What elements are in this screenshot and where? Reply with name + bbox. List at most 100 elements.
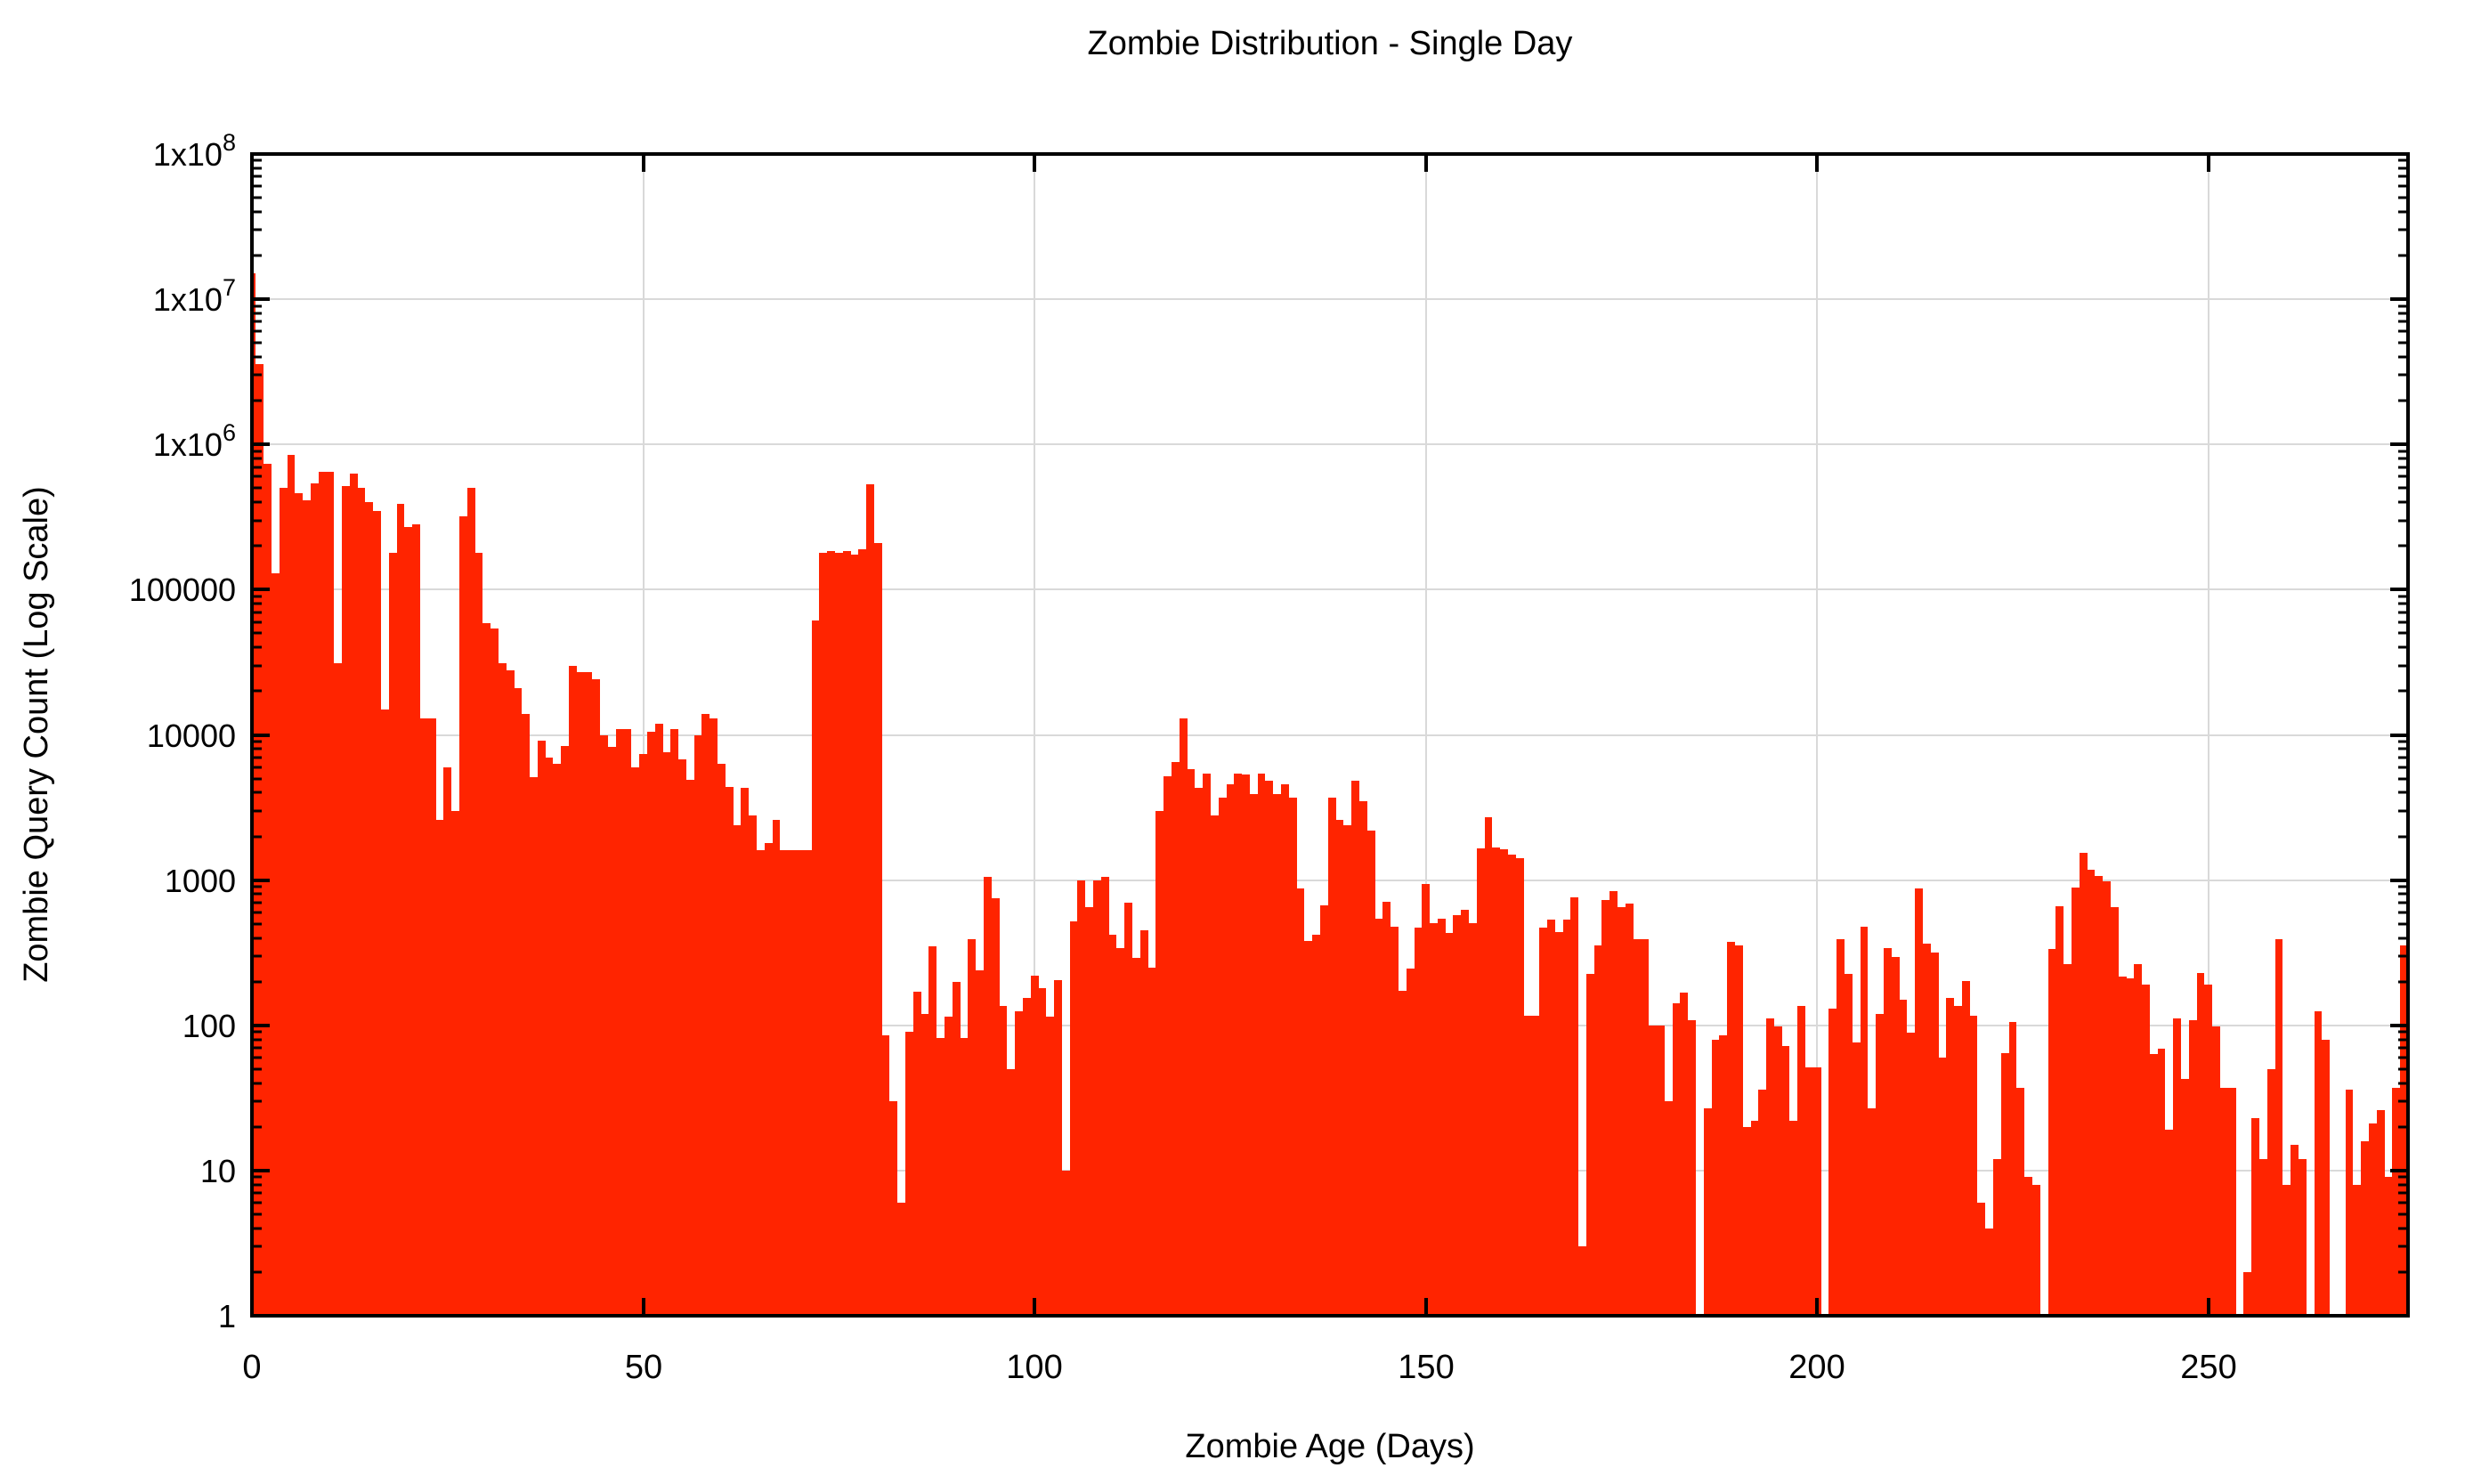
bar xyxy=(2088,870,2095,1316)
bar xyxy=(1250,794,1258,1316)
bar xyxy=(1258,774,1265,1316)
bar xyxy=(1304,941,1312,1316)
bar xyxy=(765,843,773,1316)
bar xyxy=(2315,1011,2322,1316)
bar xyxy=(1453,915,1461,1316)
bar xyxy=(1140,930,1148,1316)
bar xyxy=(788,850,796,1316)
bar xyxy=(1054,980,1062,1316)
bar xyxy=(280,488,288,1316)
bar xyxy=(639,754,647,1316)
y-tick-label: 1x106 xyxy=(153,419,236,463)
bar xyxy=(2369,1123,2377,1316)
bar xyxy=(2127,978,2134,1316)
bar xyxy=(1609,891,1618,1316)
axes xyxy=(250,152,2410,1318)
bar xyxy=(530,777,538,1316)
bar xyxy=(2181,1079,2189,1316)
bar xyxy=(2377,1110,2385,1316)
bar xyxy=(1109,935,1116,1316)
bar xyxy=(350,474,358,1316)
bar xyxy=(2095,876,2103,1316)
bar xyxy=(2080,853,2088,1316)
x-tick-label: 50 xyxy=(625,1349,662,1386)
bar xyxy=(686,780,694,1316)
bar xyxy=(1195,788,1203,1316)
bar xyxy=(2111,907,2119,1316)
bar xyxy=(1367,831,1375,1316)
bar xyxy=(1375,919,1382,1316)
bar xyxy=(592,679,600,1316)
bar xyxy=(749,815,757,1316)
bar xyxy=(1601,900,1609,1316)
bar xyxy=(2032,1185,2040,1316)
bar xyxy=(1923,944,1931,1316)
bar xyxy=(585,672,592,1316)
bar xyxy=(491,628,499,1316)
y-tick-label: 1000 xyxy=(165,863,236,899)
bar xyxy=(1539,928,1547,1316)
bar xyxy=(1265,781,1273,1316)
bar xyxy=(303,500,311,1316)
bar xyxy=(1124,903,1132,1316)
bar xyxy=(2016,1088,2024,1316)
bar xyxy=(1320,905,1328,1316)
bar xyxy=(365,502,373,1316)
bar xyxy=(1618,907,1626,1316)
bar xyxy=(858,549,866,1316)
bar xyxy=(1774,1026,1782,1316)
bar xyxy=(428,718,436,1316)
bar xyxy=(734,825,741,1316)
bar xyxy=(2001,1053,2009,1316)
bar xyxy=(1469,923,1477,1316)
bar xyxy=(2055,906,2064,1316)
bar xyxy=(1211,815,1219,1316)
bar xyxy=(1446,933,1453,1316)
bar xyxy=(420,718,428,1316)
bar xyxy=(647,732,655,1316)
bar xyxy=(701,714,709,1316)
bar xyxy=(1015,1011,1023,1316)
bar xyxy=(2134,964,2142,1316)
bar xyxy=(264,464,272,1316)
bar xyxy=(295,493,303,1316)
bar xyxy=(436,820,443,1316)
bar xyxy=(577,672,585,1316)
bar xyxy=(2243,1272,2251,1316)
bar xyxy=(2064,964,2072,1316)
bar xyxy=(600,735,608,1317)
bar xyxy=(389,553,397,1316)
bar xyxy=(1343,825,1351,1316)
bar xyxy=(255,364,264,1316)
bar xyxy=(773,820,780,1316)
bar xyxy=(1203,774,1211,1316)
bar xyxy=(1227,784,1234,1316)
bar xyxy=(1148,968,1155,1316)
bar xyxy=(1931,953,1939,1316)
bar xyxy=(2353,1185,2361,1316)
bar xyxy=(1085,907,1093,1316)
bar xyxy=(515,688,522,1316)
bar xyxy=(1727,942,1735,1316)
bar xyxy=(968,939,976,1316)
bar xyxy=(1180,718,1188,1316)
bar xyxy=(1828,1009,1837,1316)
x-tick-label: 100 xyxy=(1006,1349,1062,1386)
bar xyxy=(546,758,553,1316)
bar xyxy=(1970,1016,1977,1316)
y-tick-label: 1x107 xyxy=(153,274,236,318)
bar xyxy=(1461,910,1469,1316)
bar xyxy=(2228,1088,2236,1316)
bar xyxy=(272,573,280,1316)
bar xyxy=(1626,904,1634,1316)
bar xyxy=(1031,976,1039,1316)
bar xyxy=(2212,1026,2220,1316)
bar xyxy=(608,747,616,1316)
bar xyxy=(2165,1130,2173,1316)
bar xyxy=(1172,762,1180,1316)
bar xyxy=(1336,820,1343,1316)
bar xyxy=(2009,1022,2016,1316)
bar xyxy=(288,455,295,1316)
